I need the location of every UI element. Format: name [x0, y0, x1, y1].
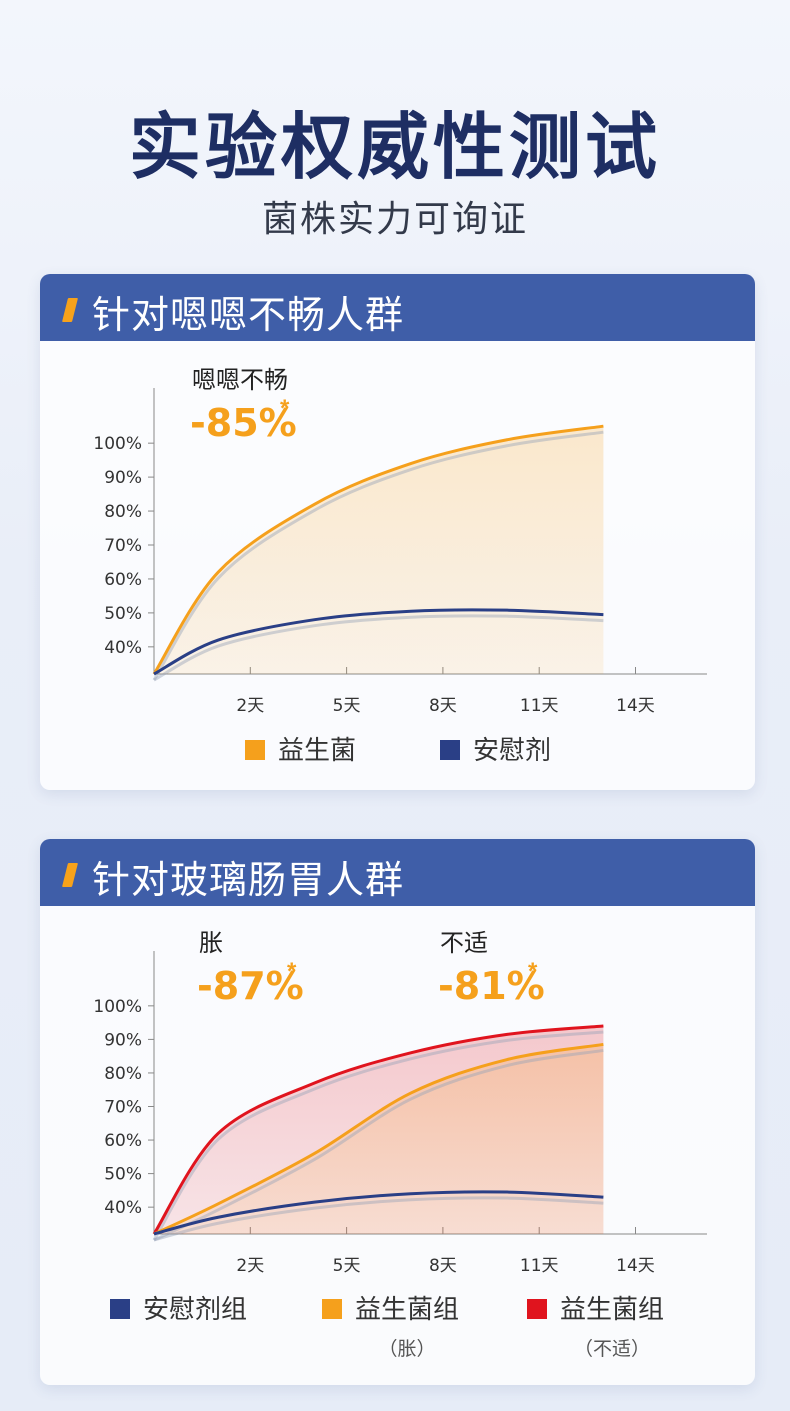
legend-label: 安慰剂组: [143, 1295, 247, 1325]
series-line: [153, 1190, 604, 1236]
annotation-value: -81%: [438, 964, 545, 1008]
y-tick-label: 90%: [104, 468, 142, 488]
annotation-label: 不适: [440, 929, 488, 957]
legend-label: 益生菌: [278, 736, 356, 766]
legend-swatch: [527, 1299, 547, 1319]
card-header: 针对嗯嗯不畅人群: [40, 274, 755, 341]
legend-label: 益生菌组: [560, 1295, 664, 1325]
y-tick-label: 80%: [104, 1064, 142, 1084]
legend-label: 安慰剂: [473, 736, 551, 766]
header-accent-mark: [62, 298, 78, 322]
y-tick-label: 60%: [104, 1131, 142, 1151]
x-tick-label: 2天: [236, 696, 264, 716]
annotation-star: *: [287, 958, 297, 985]
legend-note: （不适）: [574, 1338, 650, 1360]
annotation-label: 胀: [199, 929, 223, 957]
series-line: [152, 1024, 604, 1235]
y-tick-label: 70%: [104, 536, 142, 556]
annotation-label: 嗯嗯不畅: [192, 366, 288, 394]
legend-label: 益生菌组: [355, 1295, 459, 1325]
y-tick-label: 50%: [104, 604, 142, 624]
x-tick-label: 8天: [429, 696, 457, 716]
card-title: 针对嗯嗯不畅人群: [92, 293, 405, 337]
header-accent-mark: [62, 863, 78, 887]
chart-card-2: 针对玻璃肠胃人群 胀 -87% * 不适 -81% * 100% 90% 80% 70% 60% 50…: [40, 839, 755, 1385]
y-tick-label: 50%: [104, 1165, 142, 1185]
series-line-shadow: [152, 430, 604, 681]
series-area: [154, 1044, 604, 1234]
series-line-shadow: [152, 1030, 604, 1241]
legend-swatch: [245, 740, 265, 760]
line-chart: 嗯嗯不畅 -85%* 100% 90% 80% 70% 60% 50% 40% 2天 5天 8天 11天…: [93, 366, 707, 766]
legend-swatch: [110, 1299, 130, 1319]
y-tick-label: 60%: [104, 570, 142, 590]
x-tick-label: 5天: [333, 696, 361, 716]
annotation-star: *: [528, 958, 538, 985]
x-tick-label: 5天: [333, 1256, 361, 1276]
x-tick-label: 11天: [520, 696, 559, 716]
y-tick-label: 40%: [104, 638, 142, 658]
series-line-shadow: [153, 614, 604, 682]
card-title: 针对玻璃肠胃人群: [92, 858, 405, 902]
line-chart: 胀-87%*不适-81%*100%90%80%70%60%50%40%2天 5天 8…: [93, 929, 707, 1360]
x-tick-label: 8天: [429, 1256, 457, 1276]
legend-swatch: [440, 740, 460, 760]
y-tick-label: 70%: [104, 1098, 142, 1118]
y-tick-label: 80%: [104, 502, 142, 522]
y-tick-label: 100%: [93, 434, 142, 454]
series-line-shadow: [153, 1048, 604, 1242]
page-title: 实验权威性测试: [128, 105, 661, 189]
chart-card-1: 针对嗯嗯不畅人群 嗯嗯不畅 -85% * 100% 90% 80% 70% 60% 50% 40%…: [40, 274, 755, 790]
series-line-shadow: [153, 1196, 604, 1242]
x-tick-label: 14天: [616, 696, 655, 716]
y-tick-label: 40%: [104, 1198, 142, 1218]
card-header: 针对玻璃肠胃人群: [40, 839, 755, 906]
x-tick-label: 11天: [520, 1256, 559, 1276]
y-tick-label: 90%: [104, 1030, 142, 1050]
series-line: [153, 608, 604, 676]
annotation-value: -87%: [197, 964, 304, 1008]
annotation-value: -85%: [190, 401, 297, 445]
y-tick-label: 100%: [93, 997, 142, 1017]
series-line: [153, 1042, 604, 1236]
page-subtitle: 菌株实力可询证: [261, 199, 528, 240]
x-tick-label: 2天: [236, 1256, 264, 1276]
annotation-star: *: [280, 395, 290, 422]
x-tick-label: 14天: [616, 1256, 655, 1276]
series-area: [154, 426, 604, 674]
legend-note: （胀）: [378, 1338, 435, 1360]
series-line: [152, 424, 604, 675]
legend-swatch: [322, 1299, 342, 1319]
